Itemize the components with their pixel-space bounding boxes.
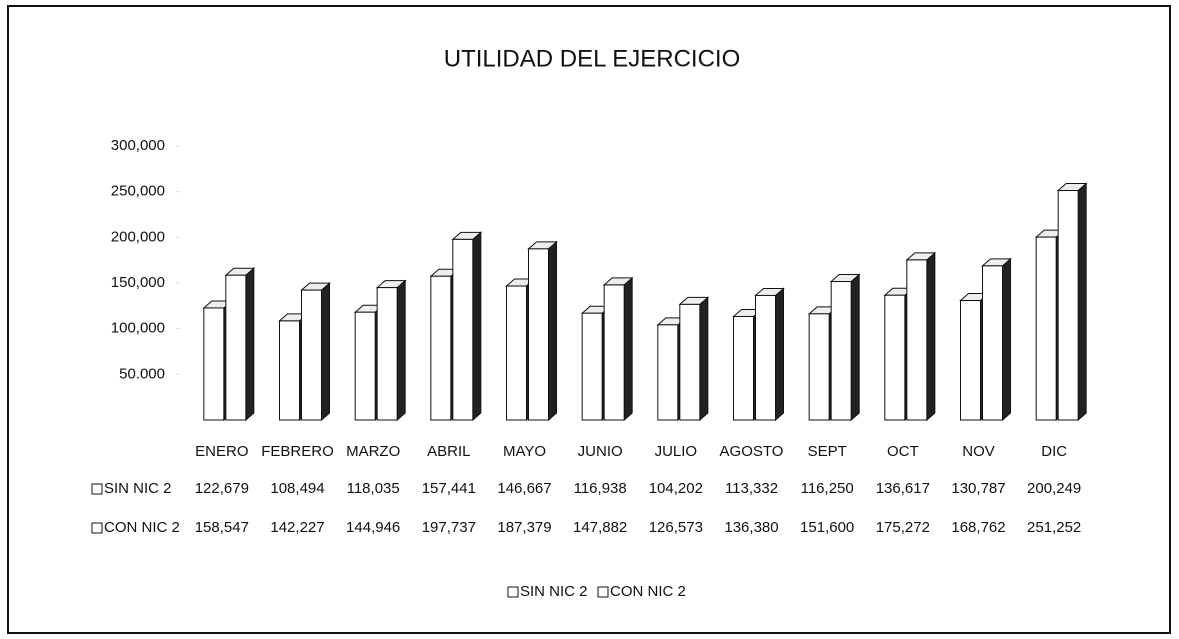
bar [830,281,852,421]
table-row-label: CON NIC 2 [104,519,180,536]
table-cell: 118,035 [347,480,400,497]
chart-title: UTILIDAD DEL EJERCICIO [444,45,741,72]
y-tick-label: 50.000 [119,365,165,382]
y-tick-label: 150,000 [111,274,165,291]
table-cell: 187,379 [497,519,551,536]
table-cell: 151,600 [800,519,854,536]
y-tick-label: 300,000 [111,137,165,154]
table-cell: 122,679 [195,480,249,497]
legend-key [597,586,609,598]
bar-side [623,276,633,422]
table-cell: 200,249 [1027,480,1081,497]
y-tick-label: 200,000 [111,228,165,245]
table-cell: 251,252 [1027,519,1081,536]
table-cell: 104,202 [649,480,703,497]
table-cell: 136,617 [876,480,930,497]
bar [657,324,679,421]
legend-label: CON NIC 2 [610,583,686,600]
bar [581,312,603,421]
bar-side [548,240,557,422]
bar-side [1002,257,1011,422]
bar-side [245,267,255,422]
table-cell: 157,441 [422,480,476,497]
table-cell: 108,494 [270,480,324,497]
table-cell: 168,762 [951,519,1005,536]
bar [203,307,225,421]
x-tick-label: ENERO [195,443,248,460]
x-tick-label: OCT [887,443,919,460]
bar [376,287,398,421]
bar [225,274,247,421]
bar [301,289,322,421]
x-tick-label: FEBRERO [261,443,334,460]
bar-side [926,251,936,422]
bar [1035,236,1057,421]
bar [603,284,625,421]
bar [279,320,300,421]
bar [982,265,1003,421]
bar-side [850,273,860,422]
x-tick-label: AGOSTO [720,443,784,460]
bar [354,311,376,421]
x-tick-label: MAYO [503,443,546,460]
table-legend-key [91,483,103,495]
table-cell: 130,787 [951,480,1005,497]
bar [679,303,701,421]
bar-side [1077,182,1087,422]
x-tick-label: DIC [1041,443,1067,460]
table-cell: 136,380 [724,519,778,536]
x-tick-label: JUNIO [578,443,623,460]
table-cell: 175,272 [876,519,930,536]
bar [755,294,776,421]
bar [528,248,549,421]
y-tick-label: 100,000 [111,320,165,337]
bar [733,315,754,421]
y-tick-label: 250,000 [111,183,165,200]
bar [452,238,474,421]
legend-label: SIN NIC 2 [520,583,588,600]
table-cell: 116,938 [574,480,627,497]
table-cell: 146,667 [497,480,551,497]
x-tick-label: MARZO [346,443,400,460]
bar [960,300,981,421]
x-tick-label: NOV [962,443,995,460]
table-cell: 158,547 [195,519,249,536]
table-cell: 116,250 [801,480,854,497]
bar [430,275,452,421]
bar-side [775,287,784,422]
table-cell: 126,573 [649,519,703,536]
table-legend-key [91,522,103,534]
bar-side [321,281,330,422]
table-cell: 147,882 [573,519,627,536]
table-cell: 142,227 [270,519,324,536]
table-cell: 144,946 [346,519,400,536]
bar-side [472,231,482,422]
table-cell: 113,332 [725,480,778,497]
bar-side [699,296,709,422]
x-tick-label: JULIO [655,443,698,460]
x-tick-label: SEPT [808,443,847,460]
x-tick-label: ABRIL [427,443,470,460]
bar [906,259,928,421]
bar [1057,190,1079,421]
bar-side [396,279,406,422]
table-row-label: SIN NIC 2 [104,480,172,497]
bar [808,313,830,421]
table-cell: 197,737 [422,519,476,536]
legend-key [507,586,519,598]
bar [884,294,906,421]
bar [506,285,527,421]
